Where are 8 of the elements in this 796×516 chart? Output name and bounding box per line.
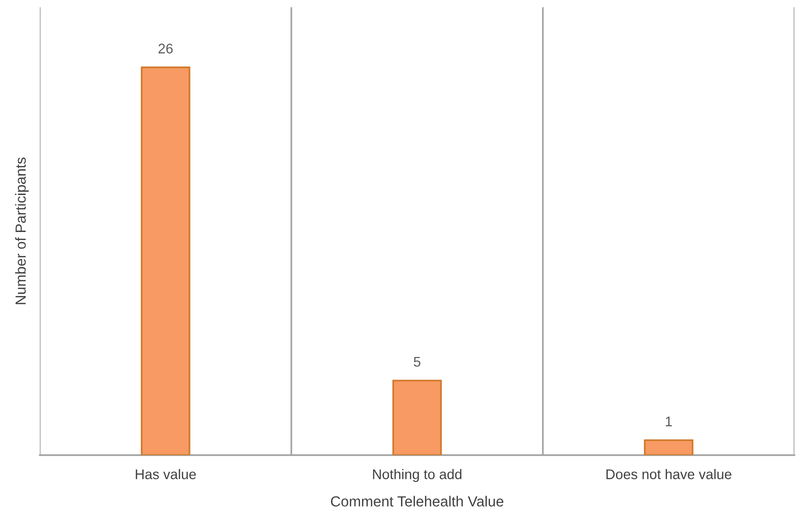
x-tick-label: Has value	[136, 469, 196, 480]
data-label: 5	[414, 356, 420, 367]
x-axis-title: Comment Telehealth Value	[330, 496, 504, 507]
data-label: 1	[666, 416, 672, 426]
x-tick-label: Does not have value	[606, 469, 732, 480]
y-axis-title: Number of Participants	[15, 158, 29, 304]
x-tick-label: Nothing to add	[373, 469, 462, 482]
data-label: 26	[158, 44, 173, 54]
